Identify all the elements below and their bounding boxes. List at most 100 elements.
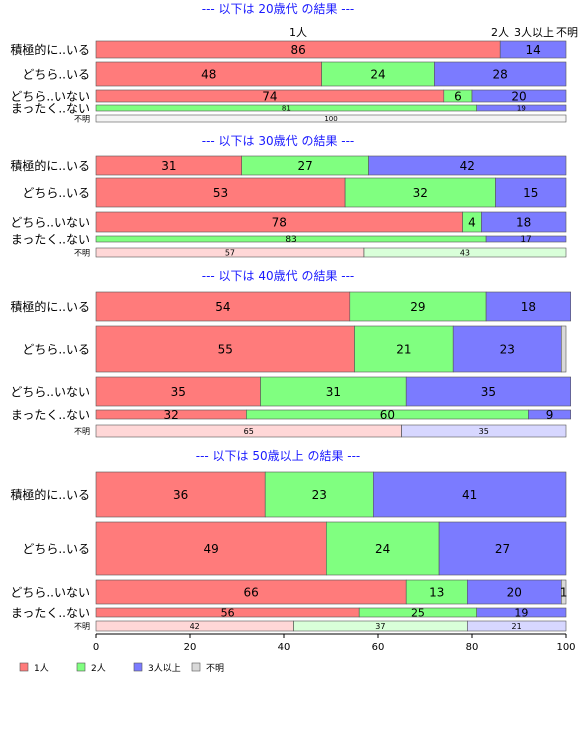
data-label: 31	[326, 385, 341, 399]
bar-segment-three-plus	[452, 325, 562, 373]
data-label: 49	[204, 542, 219, 556]
data-label: 18	[516, 215, 531, 229]
bar-segment-three-plus	[528, 409, 572, 420]
data-label: 29	[410, 300, 425, 314]
data-label: 24	[375, 542, 390, 556]
category-label: 不明	[74, 248, 90, 257]
category-label: どちら..いない	[10, 89, 90, 103]
group-title: --- 以下は 30歳代 の結果 ---	[202, 134, 355, 148]
bar-segment-unknown	[560, 325, 567, 373]
category-label: どちら..いる	[22, 542, 90, 556]
bar-segment-one	[95, 376, 261, 407]
category-label: 不明	[74, 622, 90, 631]
bar-segment-one	[95, 471, 266, 518]
category-label: 不明	[74, 114, 90, 123]
bar-segment-three-plus	[466, 620, 567, 632]
bar-segment-three-plus	[405, 376, 572, 407]
bar-segment-three-plus	[499, 40, 567, 59]
data-label: 56	[221, 606, 235, 619]
category-label: まったく..ない	[11, 606, 90, 620]
category-label: どちら..いない	[10, 585, 90, 599]
data-label: 27	[298, 159, 313, 173]
bar-segment-three-plus	[372, 471, 567, 518]
data-label: 23	[312, 488, 327, 502]
bar-segment-three-plus	[481, 211, 567, 233]
bar-segment-two	[264, 471, 374, 518]
data-label: 27	[495, 542, 510, 556]
legend-swatch	[191, 662, 201, 672]
data-label: 41	[462, 488, 477, 502]
bar-segment-three-plus	[485, 235, 567, 243]
legend-label: 1人	[34, 663, 49, 674]
data-label: 32	[164, 408, 179, 422]
data-label: 42	[460, 159, 475, 173]
x-tick-label: 60	[372, 642, 385, 653]
bar-segment-one	[95, 291, 351, 322]
data-label: 37	[375, 622, 385, 631]
data-label: 24	[370, 67, 385, 81]
data-label: 55	[218, 342, 233, 356]
legend-label: 3人以上	[148, 663, 181, 674]
data-label: 35	[481, 385, 496, 399]
data-label: 65	[244, 427, 254, 436]
data-label: 23	[500, 342, 515, 356]
bar-segment-two	[354, 325, 454, 373]
annotation-3: 3人以上	[514, 26, 554, 39]
data-label: 28	[493, 67, 508, 81]
x-tick-label: 100	[556, 642, 575, 653]
legend-swatch	[19, 662, 29, 672]
data-label: 4	[468, 215, 476, 229]
data-label: 19	[517, 105, 526, 113]
data-label: 18	[521, 300, 536, 314]
data-label: 32	[413, 186, 428, 200]
bar-segment-one	[95, 61, 322, 87]
x-tick-label: 40	[278, 642, 291, 653]
data-label: 57	[225, 248, 235, 257]
data-label: 13	[429, 585, 444, 599]
data-label: 53	[213, 186, 228, 200]
legend-swatch	[133, 662, 143, 672]
data-label: 14	[525, 43, 540, 57]
bar-segment-unknown	[560, 579, 567, 605]
category-label: 積極的に..いる	[10, 158, 90, 173]
legend-label: 不明	[206, 663, 224, 674]
bar-segment-three-plus	[401, 424, 567, 438]
x-tick-label: 0	[93, 642, 99, 653]
category-label: どちら..いる	[22, 186, 90, 200]
bar-segment-two	[344, 177, 496, 208]
bar-segment-three-plus	[476, 607, 567, 618]
annotation-4: 不明	[556, 26, 578, 39]
category-label: どちら..いない	[10, 385, 90, 399]
category-label: どちら..いる	[22, 67, 90, 81]
category-label: まったく..ない	[11, 232, 90, 246]
x-tick-label: 20	[184, 642, 197, 653]
bar-segment-three-plus	[466, 579, 562, 605]
data-label: 48	[201, 67, 216, 81]
data-label: 86	[290, 43, 305, 57]
bar-segment-unknown	[95, 114, 567, 123]
data-label: 25	[411, 606, 425, 619]
bar-segment-three-plus	[368, 155, 567, 176]
bar-segment-two	[325, 521, 440, 576]
data-label: 9	[546, 408, 554, 422]
bar-segment-one	[95, 579, 407, 605]
group-title: --- 以下は 20歳代 の結果 ---	[202, 2, 355, 16]
data-label: 19	[514, 606, 528, 619]
annotation-1: 1人	[289, 26, 307, 39]
bar-segment-two	[363, 247, 567, 258]
bar-segment-three-plus	[471, 89, 567, 103]
data-label: 20	[507, 585, 522, 599]
data-label: 78	[272, 215, 287, 229]
data-label: 83	[285, 235, 296, 245]
x-tick-label: 80	[466, 642, 479, 653]
data-label: 20	[511, 89, 526, 103]
data-label: 42	[190, 622, 200, 631]
data-label: 31	[161, 159, 176, 173]
data-label: 74	[262, 89, 277, 103]
group-title: --- 以下は 50歳以上 の結果 ---	[196, 449, 361, 463]
data-label: 81	[282, 105, 291, 113]
data-label: 100	[324, 115, 337, 123]
data-label: 15	[523, 186, 538, 200]
legend-label: 2人	[91, 663, 106, 674]
